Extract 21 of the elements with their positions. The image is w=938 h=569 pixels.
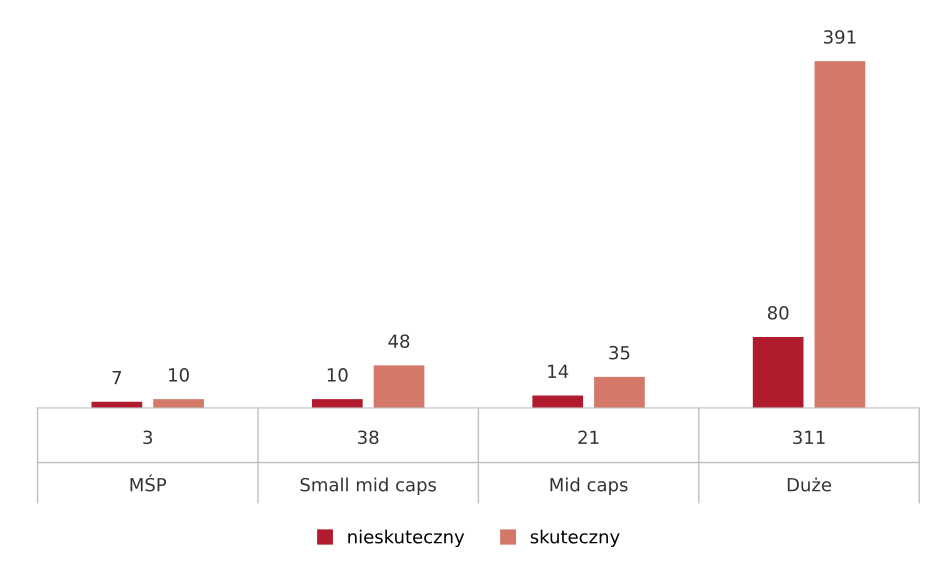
data-label: 391 — [824, 30, 856, 44]
category-label: 311 Duże — [788, 430, 832, 492]
bar — [374, 365, 424, 408]
bar — [153, 399, 204, 408]
category-label: 3 MŚP — [130, 430, 166, 492]
legend-label: skuteczny — [530, 530, 620, 548]
bar — [532, 396, 584, 408]
legend-label: nieskuteczny — [348, 530, 464, 548]
bar — [594, 376, 645, 408]
bar — [752, 337, 804, 408]
data-label: 80 — [768, 306, 788, 320]
data-label: 14 — [548, 364, 568, 378]
data-label: 7 — [112, 370, 122, 384]
category-label: 38 Small mid caps — [300, 430, 436, 496]
bar — [814, 61, 866, 408]
data-label: 10 — [169, 368, 189, 382]
category-label: 21 Mid caps — [550, 430, 628, 496]
bar — [312, 399, 363, 408]
data-label: 48 — [388, 334, 410, 348]
data-label: 10 — [328, 368, 348, 382]
data-label: 35 — [609, 346, 630, 360]
